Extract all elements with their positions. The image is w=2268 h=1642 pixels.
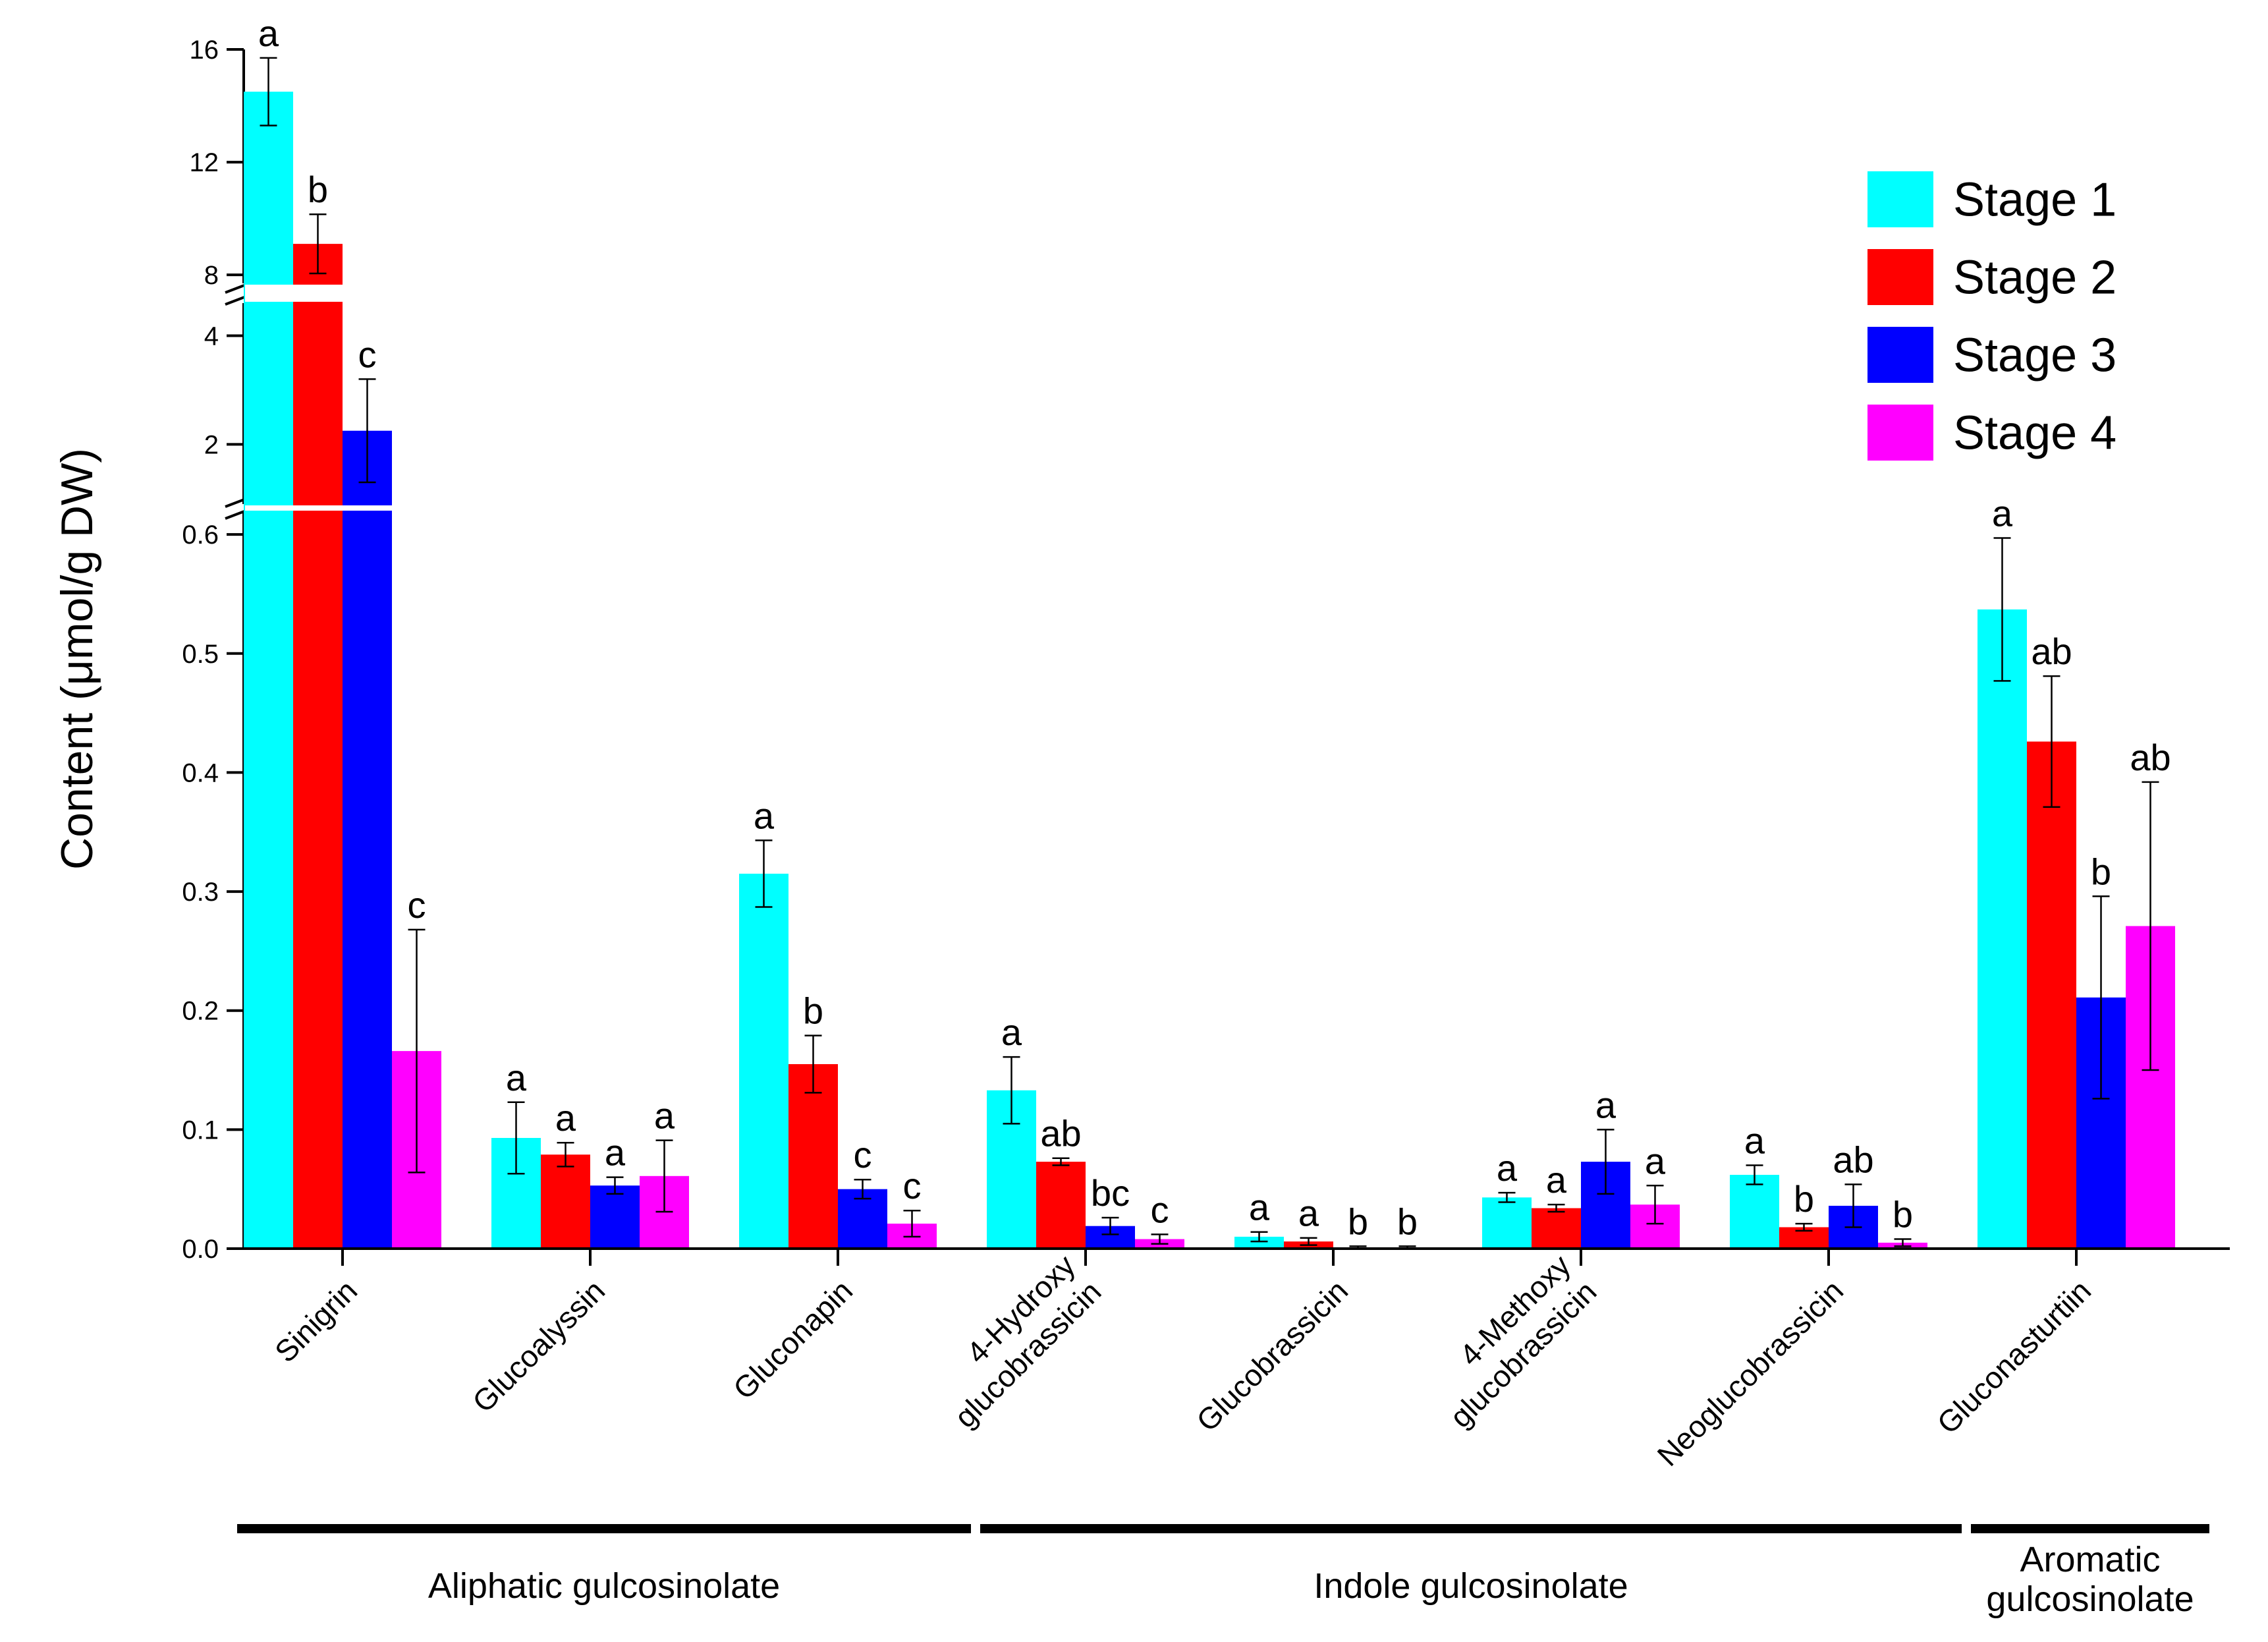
significance-label: ab: [1833, 1139, 1873, 1180]
group-label: Aliphatic gulcosinolate: [428, 1566, 780, 1606]
x-tick-label-line: Sinigrin: [268, 1273, 364, 1369]
significance-label: a: [754, 795, 775, 836]
significance-label: b: [2091, 851, 2111, 892]
significance-label: a: [1744, 1120, 1765, 1162]
significance-label: c: [358, 333, 377, 375]
x-tick-label: 4-Methoxyglucobrassicin: [1417, 1248, 1603, 1434]
x-tick-label-line: Glucobrassicin: [1190, 1273, 1354, 1438]
axis-break-gap: [245, 505, 399, 511]
legend-label: Stage 3: [1953, 329, 2116, 382]
legend-swatch: [1867, 171, 1933, 227]
significance-label: ab: [2130, 737, 2171, 778]
bar: [541, 1154, 590, 1249]
y-tick-label: 0.0: [182, 1235, 219, 1264]
significance-label: b: [803, 990, 823, 1032]
significance-label: c: [854, 1134, 872, 1175]
significance-label: a: [1001, 1011, 1022, 1053]
bar: [788, 1064, 838, 1249]
x-tick-label-line: Gluconapin: [727, 1273, 859, 1405]
bar: [343, 430, 392, 1249]
legend-label: Stage 2: [1953, 252, 2116, 304]
bar: [1234, 1236, 1284, 1249]
y-axis-label: Content (μmol/g DW): [52, 448, 102, 870]
y-tick-label: 16: [190, 36, 219, 65]
significance-label: ab: [2031, 631, 2072, 672]
bar: [1978, 609, 2027, 1249]
significance-label: c: [903, 1165, 922, 1206]
legend-swatch: [1867, 405, 1933, 461]
legend-label: Stage 1: [1953, 174, 2116, 227]
significance-label: a: [506, 1057, 527, 1098]
significance-label: a: [1546, 1159, 1567, 1201]
group-label-line: Aromatic: [2020, 1540, 2160, 1579]
bar: [1532, 1208, 1581, 1249]
significance-label: ab: [1040, 1113, 1081, 1154]
x-tick-label: Gluconasturtiin: [1930, 1273, 2097, 1440]
x-tick-label: 4-Hydroxyglucobrassicin: [922, 1248, 1107, 1434]
significance-label: b: [1893, 1194, 1913, 1235]
group-label: Aromatic gulcosinolate: [1986, 1540, 2194, 1619]
y-tick-label: 4: [204, 322, 219, 351]
bar: [1482, 1197, 1532, 1249]
bar: [293, 244, 343, 1249]
x-tick-label-line: Neoglucobrassicin: [1651, 1273, 1850, 1473]
significance-label: c: [408, 884, 426, 926]
y-tick-label: 0.5: [182, 640, 219, 669]
significance-label: a: [555, 1097, 576, 1139]
x-tick-label: Glucoalyssin: [466, 1273, 611, 1419]
x-tick-label: Neoglucobrassicin: [1651, 1273, 1850, 1473]
bar: [2027, 741, 2076, 1249]
legend: Stage 1 Stage 2 Stage 3 Stage 4: [1867, 171, 2116, 461]
x-axis: Sinigrin Glucoalyssin Gluconapin 4-Hydroxyg…: [242, 1247, 2230, 1473]
y-tick-label: 12: [190, 148, 219, 177]
significance-label: c: [1151, 1189, 1169, 1230]
y-tick-label: 0.3: [182, 878, 219, 907]
significance-label: a: [1249, 1187, 1270, 1228]
x-tick-label-line: Gluconasturtiin: [1930, 1273, 2097, 1440]
category-groups: Aliphatic gulcosinolate Indole gulcosinol…: [237, 1524, 2209, 1619]
significance-label: a: [1497, 1147, 1518, 1189]
significance-label: a: [1595, 1084, 1617, 1125]
group-label-line: Indole gulcosinolate: [1314, 1566, 1628, 1606]
legend-label: Stage 4: [1953, 407, 2116, 460]
group-label: Indole gulcosinolate: [1314, 1566, 1628, 1606]
y-tick-label: 0.6: [182, 521, 219, 550]
significance-label: a: [1992, 493, 2013, 534]
bar: [1036, 1162, 1086, 1249]
bar: [739, 873, 788, 1249]
legend-swatch: [1867, 327, 1933, 383]
bar: [244, 92, 293, 1249]
y-tick-label: 0.1: [182, 1116, 219, 1145]
y-axis: 0.0 0.1 0.2 0.3 0.4 0.5 0.6 2 4 8 12 16: [182, 36, 254, 1264]
significance-label: b: [1794, 1178, 1814, 1220]
significance-label: a: [1298, 1193, 1319, 1234]
significance-label: a: [605, 1132, 626, 1174]
x-tick-label: Glucobrassicin: [1190, 1273, 1354, 1438]
y-tick-label: 8: [204, 261, 219, 290]
significance-label: b: [1397, 1201, 1418, 1242]
y-tick-label: 0.4: [182, 758, 219, 787]
group-label-line: Aliphatic gulcosinolate: [428, 1566, 780, 1606]
bar: [590, 1185, 640, 1249]
significance-label: a: [1645, 1140, 1666, 1181]
x-tick-label-line: Glucoalyssin: [466, 1273, 611, 1419]
significance-label: a: [654, 1095, 675, 1137]
x-tick-label: Gluconapin: [727, 1273, 859, 1405]
significance-label: b: [308, 169, 328, 210]
y-tick-label: 2: [204, 430, 219, 459]
group-label-line: gulcosinolate: [1986, 1579, 2194, 1619]
axis-break-gap: [245, 285, 399, 302]
y-tick-label: 0.2: [182, 997, 219, 1026]
x-tick-label: Sinigrin: [268, 1273, 364, 1369]
bar: [1730, 1175, 1779, 1249]
significance-label: bc: [1091, 1172, 1130, 1214]
legend-swatch: [1867, 249, 1933, 305]
significance-label: b: [1348, 1201, 1368, 1242]
significance-label: a: [258, 13, 279, 54]
